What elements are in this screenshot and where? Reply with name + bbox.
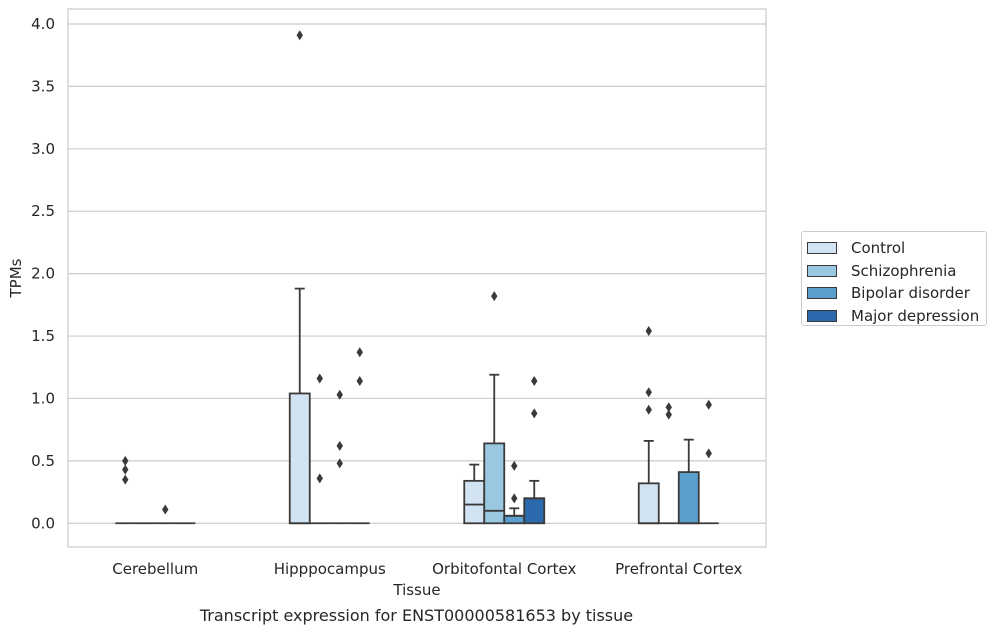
y-tick-label: 1.0 (31, 389, 55, 407)
legend-item: Bipolar disorder (807, 282, 986, 305)
outlier-point (337, 458, 343, 468)
outlier-point (646, 387, 652, 397)
legend-label: Major depression (851, 307, 979, 325)
gridlines (68, 24, 766, 523)
box-control (639, 326, 659, 523)
outlier-point (706, 400, 712, 410)
outlier-point (491, 291, 497, 301)
legend-swatch (807, 287, 837, 299)
x-tick-label: Hipppocampus (274, 560, 386, 578)
box-bipolar-disorder (679, 440, 699, 524)
outlier-point (646, 405, 652, 415)
outlier-point (531, 376, 537, 386)
y-tick-label: 2.5 (31, 202, 55, 220)
box-schizophrenia (659, 402, 679, 523)
outlier-point (666, 410, 672, 420)
outlier-point (531, 408, 537, 418)
box-body (290, 393, 310, 523)
outlier-point (337, 441, 343, 451)
box-body (639, 483, 659, 523)
x-tick-label: Cerebellum (112, 560, 198, 578)
y-tick-label: 1.5 (31, 327, 55, 345)
box-body (524, 498, 544, 523)
y-tick-label: 2.0 (31, 265, 55, 283)
box-control (290, 30, 310, 523)
outlier-point (297, 30, 303, 40)
legend-label: Control (851, 239, 905, 257)
y-tick-label: 3.0 (31, 140, 55, 158)
box-schizophrenia (484, 291, 504, 523)
box-bipolar-disorder (330, 390, 350, 524)
box-schizophrenia (310, 373, 330, 523)
x-axis-ticks: Cerebellum Hipppocampus Orbitofontal Corte… (112, 560, 742, 578)
outlier-point (162, 505, 168, 515)
outlier-point (122, 465, 128, 475)
box-plot-series (115, 30, 719, 523)
outlier-point (357, 376, 363, 386)
legend-item: Control (807, 237, 986, 260)
y-axis-ticks: 0.0 0.5 1.0 1.5 2.0 2.5 3.0 3.5 4.0 (31, 15, 55, 532)
outlier-point (646, 326, 652, 336)
legend-item: Schizophrenia (807, 260, 986, 283)
legend: Control Schizophrenia Bipolar disorder Majo… (801, 231, 987, 326)
y-axis-label: TPMs (7, 258, 25, 298)
y-tick-label: 0.0 (31, 514, 55, 532)
box-body (504, 516, 524, 523)
box-control (464, 465, 484, 524)
legend-label: Schizophrenia (851, 262, 956, 280)
box-major-depression (699, 400, 719, 524)
legend-swatch (807, 265, 837, 277)
outlier-point (317, 373, 323, 383)
legend-swatch (807, 310, 837, 322)
outlier-point (317, 473, 323, 483)
outlier-point (511, 493, 517, 503)
plot-frame (68, 9, 766, 547)
outlier-point (706, 448, 712, 458)
box-bipolar-disorder (504, 461, 524, 523)
outlier-point (122, 475, 128, 485)
y-tick-label: 0.5 (31, 452, 55, 470)
x-tick-label: Orbitofontal Cortex (432, 560, 576, 578)
legend-swatch (807, 242, 837, 254)
box-control (115, 456, 135, 523)
outlier-point (122, 456, 128, 466)
box-bipolar-disorder (155, 505, 175, 524)
x-axis-label: Tissue (392, 581, 440, 599)
legend-label: Bipolar disorder (851, 284, 970, 302)
legend-item: Major depression (807, 305, 986, 328)
x-tick-label: Prefrontal Cortex (615, 560, 742, 578)
box-body (464, 481, 484, 523)
y-tick-label: 3.5 (31, 77, 55, 95)
y-tick-label: 4.0 (31, 15, 55, 33)
box-body (679, 472, 699, 523)
chart-caption: Transcript expression for ENST0000058165… (0, 606, 833, 625)
outlier-point (357, 347, 363, 357)
outlier-point (511, 461, 517, 471)
box-major-depression (350, 347, 370, 523)
